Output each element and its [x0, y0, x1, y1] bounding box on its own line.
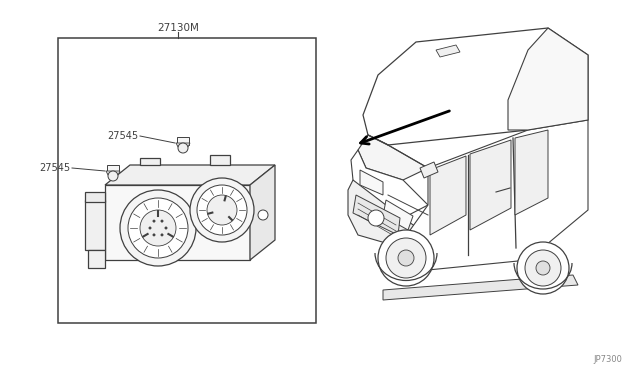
Polygon shape [420, 162, 438, 178]
Circle shape [178, 143, 188, 153]
Polygon shape [436, 45, 460, 57]
Circle shape [258, 210, 268, 220]
Circle shape [525, 250, 561, 286]
Polygon shape [515, 130, 548, 215]
Circle shape [207, 195, 237, 225]
Polygon shape [351, 150, 428, 218]
Circle shape [517, 242, 569, 294]
Circle shape [161, 220, 163, 222]
Circle shape [128, 198, 188, 258]
Polygon shape [353, 195, 400, 235]
Polygon shape [177, 137, 189, 145]
Polygon shape [107, 165, 119, 173]
Circle shape [378, 230, 434, 286]
Circle shape [120, 190, 196, 266]
Circle shape [165, 227, 167, 229]
Circle shape [197, 185, 247, 235]
Circle shape [153, 234, 155, 236]
Polygon shape [176, 143, 190, 147]
Polygon shape [88, 250, 105, 268]
Text: 27545: 27545 [39, 163, 70, 173]
Polygon shape [250, 165, 275, 260]
Polygon shape [85, 200, 105, 250]
Polygon shape [358, 135, 428, 180]
Polygon shape [360, 170, 383, 195]
Polygon shape [383, 275, 578, 300]
Circle shape [386, 238, 426, 278]
Circle shape [190, 178, 254, 242]
Bar [58, 38, 316, 323]
Text: JP7300: JP7300 [593, 356, 622, 365]
Polygon shape [363, 28, 588, 145]
Circle shape [398, 250, 414, 266]
Polygon shape [430, 156, 466, 235]
Circle shape [108, 171, 118, 181]
Polygon shape [470, 140, 511, 230]
Polygon shape [106, 171, 120, 175]
Circle shape [536, 261, 550, 275]
Polygon shape [85, 192, 105, 202]
Circle shape [149, 227, 151, 229]
Polygon shape [140, 158, 160, 165]
Polygon shape [508, 28, 588, 130]
Polygon shape [210, 155, 230, 165]
Text: 27130M: 27130M [157, 23, 199, 33]
Circle shape [153, 220, 155, 222]
Polygon shape [403, 120, 588, 270]
Text: 27545: 27545 [107, 131, 138, 141]
Polygon shape [383, 200, 413, 230]
Polygon shape [105, 185, 250, 260]
Polygon shape [348, 180, 428, 248]
Circle shape [368, 210, 384, 226]
Polygon shape [105, 165, 275, 185]
Circle shape [161, 234, 163, 236]
Circle shape [140, 210, 176, 246]
